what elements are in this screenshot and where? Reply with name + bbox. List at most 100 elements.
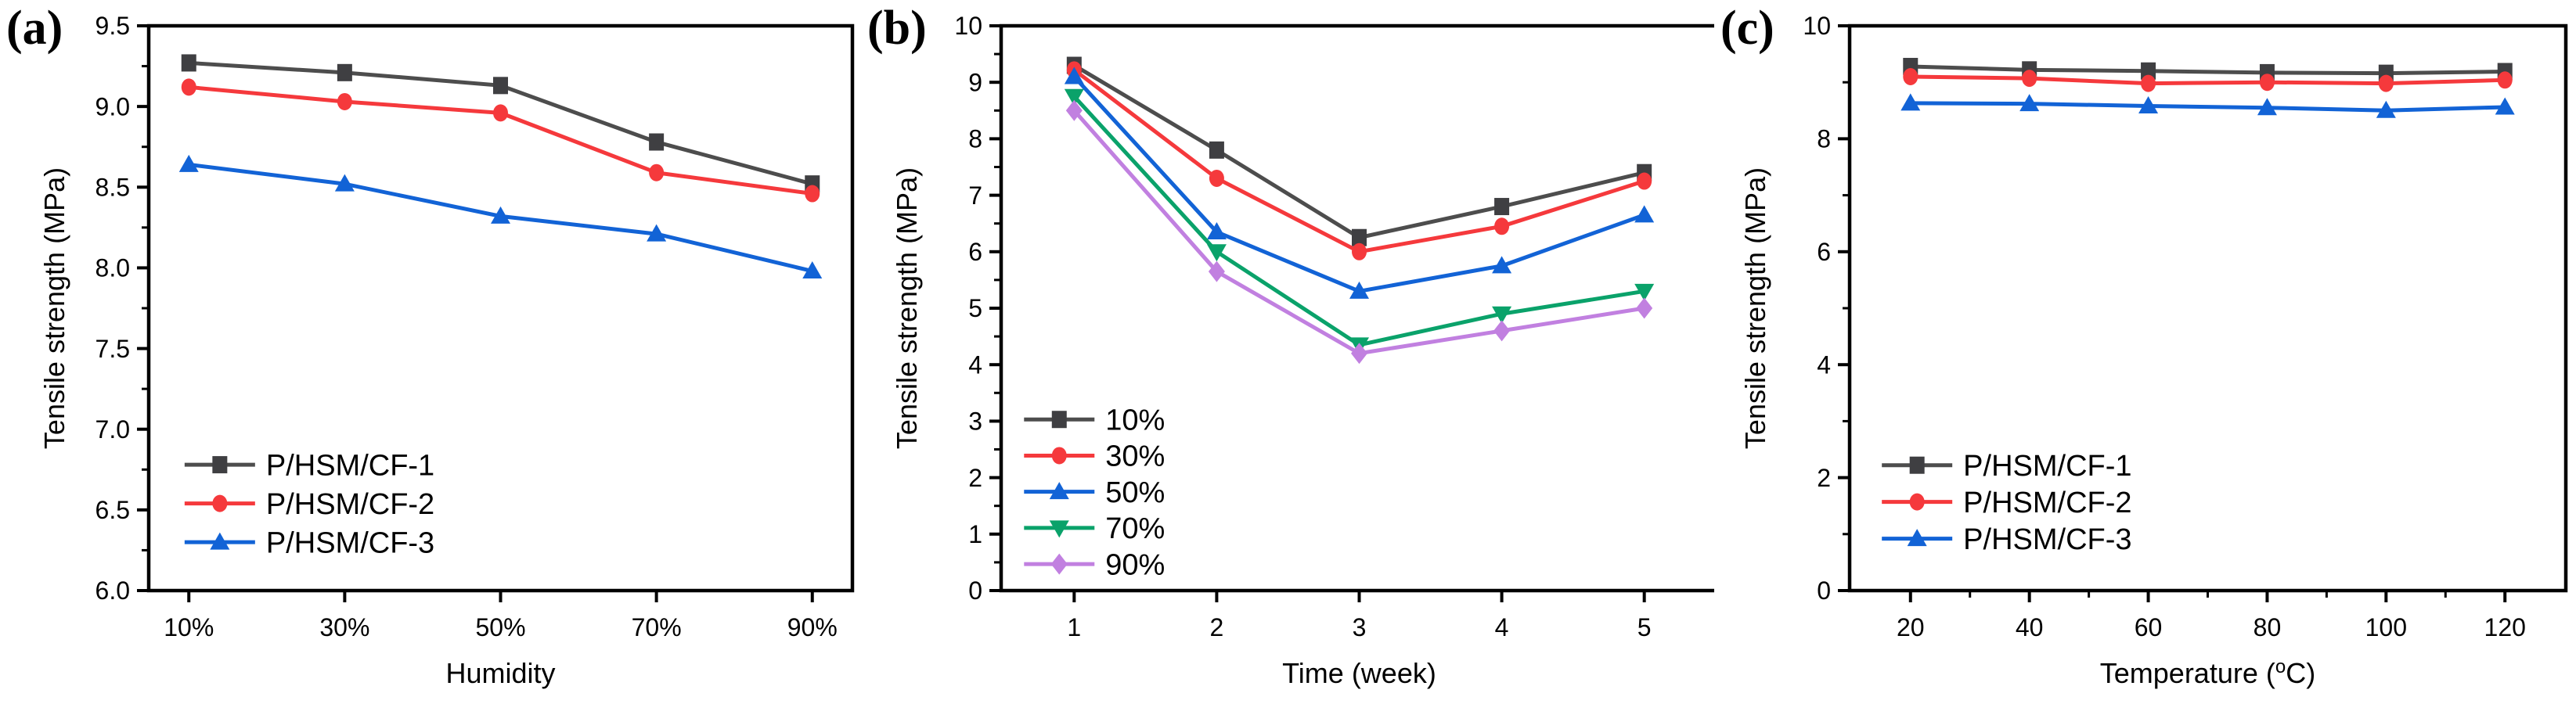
- data-point-marker: [1903, 67, 1918, 85]
- data-point-marker: [2257, 98, 2277, 116]
- legend-sample-marker: [1909, 456, 1925, 474]
- data-point-marker: [334, 174, 355, 192]
- data-point-marker: [649, 163, 665, 181]
- data-point-marker: [181, 54, 196, 72]
- y-tick-label: 6: [1817, 238, 1831, 266]
- data-point-marker: [2378, 74, 2394, 92]
- legend-sample-marker: [1049, 520, 1069, 538]
- chart-a-canvas: 6.0 6.5 7.0 7.5 8.0 8.5 9.0 9.5 10% 30% 50% 70% 90% H…: [38, 12, 855, 689]
- data-point-marker: [1492, 256, 1512, 274]
- data-point-marker: [337, 63, 352, 81]
- data-point-marker: [1352, 228, 1367, 246]
- data-point-marker: [178, 154, 199, 172]
- x-tick-label: 120: [2484, 613, 2526, 641]
- legend-sample-marker: [1050, 553, 1068, 575]
- panel-b-label: (b): [867, 2, 927, 55]
- panel-b: (b) 0 1 2 3 4 5 6 7 8 9 10 1 2 3 4 5 Time (week) Tensile …: [861, 0, 1714, 704]
- x-tick-label: 60: [2135, 613, 2163, 641]
- legend-label: P/HSM/CF-1: [1963, 450, 2131, 483]
- y-tick-label: 7.0: [95, 415, 130, 444]
- legend-label: 30%: [1105, 440, 1165, 473]
- data-point-marker: [493, 77, 508, 95]
- data-point-marker: [2138, 96, 2159, 114]
- x-axis-title: Time (week): [1282, 657, 1436, 689]
- panel-a-label: (a): [6, 2, 63, 55]
- legend: P/HSM/CF-1 P/HSM/CF-2 P/HSM/CF-3: [1882, 450, 2132, 556]
- y-axis: 6.0 6.5 7.0 7.5 8.0 8.5 9.0 9.5: [95, 12, 149, 605]
- data-point-marker: [2141, 74, 2156, 92]
- data-point-marker: [1351, 343, 1367, 365]
- x-tick-label: 1: [1067, 613, 1081, 641]
- y-tick-label: 6.5: [95, 496, 130, 524]
- y-tick-label: 9.5: [95, 12, 130, 40]
- series-line: [1908, 64, 2507, 76]
- data-point-marker: [1208, 260, 1225, 282]
- y-tick-label: 10: [954, 12, 982, 40]
- data-point-marker: [2259, 74, 2275, 92]
- data-point-marker: [491, 206, 510, 224]
- x-tick-label: 50%: [475, 613, 525, 641]
- y-tick-label: 7: [968, 181, 982, 210]
- x-tick-label: 5: [1637, 613, 1652, 641]
- data-point-marker: [1064, 88, 1084, 106]
- legend-label: P/HSM/CF-2: [1963, 487, 2131, 519]
- data-point-marker: [337, 92, 352, 110]
- data-point-marker: [1206, 222, 1227, 240]
- legend-label: P/HSM/CF-3: [1963, 523, 2131, 556]
- y-tick-label: 4: [968, 350, 982, 379]
- legend-label: 50%: [1105, 476, 1165, 509]
- legend-label: P/HSM/CF-1: [266, 449, 434, 482]
- y-tick-label: 9.0: [95, 92, 130, 120]
- legend-label: P/HSM/CF-2: [266, 488, 434, 521]
- data-point-marker: [2497, 71, 2513, 89]
- legend-sample-marker: [1909, 493, 1925, 511]
- legend-label: 90%: [1105, 548, 1165, 581]
- y-tick-label: 8.5: [95, 173, 130, 201]
- data-point-marker: [1900, 93, 1921, 111]
- series-90%: [1065, 99, 1653, 365]
- y-tick-label: 0: [1817, 576, 1831, 605]
- x-axis: 1 2 3 4 5: [1067, 591, 1652, 641]
- data-point-marker: [1349, 281, 1369, 299]
- data-point-marker: [1206, 244, 1227, 262]
- legend-sample-marker: [1051, 447, 1067, 465]
- x-tick-label: 90%: [787, 613, 838, 641]
- data-point-marker: [802, 261, 823, 279]
- x-tick-label: 80: [2254, 613, 2282, 641]
- x-tick-label: 70%: [632, 613, 682, 641]
- panel-c-label: (c): [1720, 2, 1774, 55]
- series-line: [1908, 101, 2507, 113]
- legend-sample-marker: [212, 456, 228, 474]
- legend-label: P/HSM/CF-3: [266, 526, 434, 559]
- data-point-marker: [2022, 70, 2037, 88]
- data-point-marker: [1352, 242, 1367, 260]
- data-point-marker: [1634, 205, 1655, 223]
- legend: P/HSM/CF-1 P/HSM/CF-2 P/HSM/CF-3: [184, 449, 434, 559]
- y-tick-label: 9: [968, 68, 982, 96]
- legend-sample-marker: [1049, 482, 1069, 500]
- data-point-marker: [2495, 97, 2515, 115]
- data-point-marker: [649, 133, 665, 151]
- legend-label: 70%: [1105, 512, 1165, 545]
- legend-label: 10%: [1105, 404, 1165, 437]
- x-axis-title: Temperature (oC): [2100, 656, 2315, 689]
- y-tick-label: 1: [968, 520, 982, 548]
- series-P/HSM/CF-1: [181, 54, 820, 193]
- series-P/HSM/CF-2: [181, 78, 820, 203]
- data-point-marker: [1634, 283, 1655, 301]
- data-point-marker: [1637, 172, 1652, 190]
- y-axis-title: Tensile strength (MPa): [38, 167, 70, 449]
- x-tick-label: 40: [2016, 613, 2044, 641]
- y-axis-title: Tensile strength (MPa): [1739, 167, 1771, 449]
- data-point-marker: [1065, 99, 1083, 121]
- legend-sample-marker: [1051, 411, 1067, 429]
- data-point-marker: [2376, 100, 2396, 118]
- y-tick-label: 8: [968, 125, 982, 153]
- y-axis: 0 1 2 3 4 5 6 7 8 9 10: [954, 12, 1001, 605]
- y-tick-label: 5: [968, 294, 982, 322]
- data-point-marker: [1494, 217, 1510, 235]
- data-point-marker: [647, 224, 667, 242]
- data-point-marker: [181, 78, 196, 96]
- series-line: [1072, 63, 1647, 240]
- y-tick-label: 6.0: [95, 576, 130, 605]
